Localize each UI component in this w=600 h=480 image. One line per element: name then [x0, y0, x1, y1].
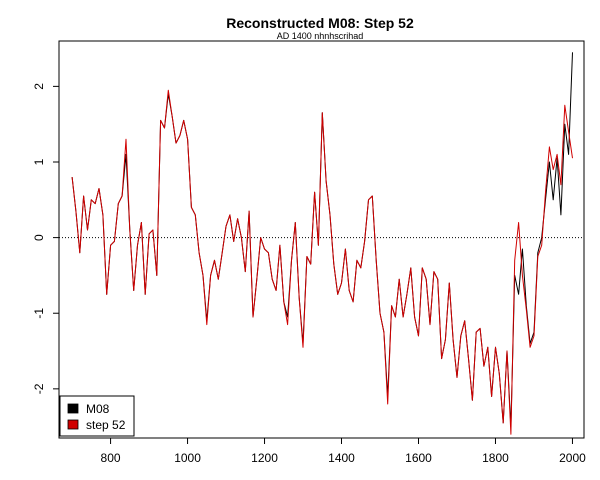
x-tick-label-1200: 1200	[251, 451, 278, 465]
y-tick-label-2: 2	[32, 83, 46, 90]
legend: M08 step 52	[59, 395, 135, 437]
y-tick-label-0: 0	[32, 234, 46, 241]
y-tick-label--1: -1	[32, 308, 46, 319]
x-tick-label-1400: 1400	[328, 451, 355, 465]
plot-frame	[58, 40, 585, 439]
x-tick-label-1600: 1600	[405, 451, 432, 465]
x-axis: 800 1000 1200 1400 1600 1800 2000	[101, 438, 586, 465]
legend-label-step-52: step 52	[86, 418, 126, 432]
chart-subtitle: AD 1400 nhnhscrihad	[277, 31, 364, 41]
chart-title: Reconstructed M08: Step 52	[226, 15, 414, 31]
x-tick-label-1000: 1000	[174, 451, 201, 465]
series-line-step-52	[71, 89, 573, 435]
legend-swatch-step-52	[67, 419, 79, 430]
y-tick-label-1: 1	[32, 158, 46, 165]
x-tick-label-1800: 1800	[482, 451, 509, 465]
y-tick-label--2: -2	[32, 383, 46, 394]
x-tick-label-2000: 2000	[559, 451, 586, 465]
series-line-m08	[71, 52, 573, 428]
legend-label-m08: M08	[86, 402, 110, 416]
series-layer	[71, 52, 573, 435]
y-axis: -2 -1 0 1 2	[32, 83, 59, 394]
legend-swatch-m08	[67, 403, 79, 414]
x-tick-label-800: 800	[101, 451, 121, 465]
